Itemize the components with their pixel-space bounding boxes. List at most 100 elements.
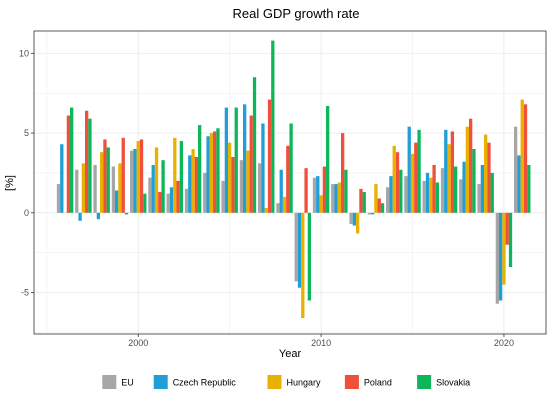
bar: [133, 149, 137, 213]
bar: [78, 212, 82, 221]
bar: [502, 212, 506, 285]
y-tick-label: -5: [21, 288, 29, 298]
bar: [517, 155, 521, 213]
bar: [399, 169, 403, 213]
bar: [349, 212, 353, 224]
bar: [304, 168, 308, 213]
bar: [316, 176, 320, 213]
bar: [480, 164, 485, 213]
bar: [371, 212, 375, 215]
bar: [279, 169, 283, 213]
bar: [334, 184, 338, 213]
bar: [495, 212, 500, 304]
bar: [359, 188, 363, 213]
bar: [243, 104, 247, 213]
bar: [499, 212, 503, 301]
bar: [130, 150, 134, 213]
bar: [93, 164, 97, 213]
bar: [70, 107, 74, 213]
bar: [224, 107, 229, 213]
bar: [179, 141, 184, 213]
bar: [282, 196, 287, 213]
bar: [514, 126, 518, 213]
bar: [276, 203, 280, 213]
bar: [484, 134, 488, 213]
bar: [459, 179, 463, 213]
bar: [337, 182, 342, 213]
bar: [188, 155, 192, 213]
y-axis-ticks: -5 0 5 10: [19, 48, 34, 298]
bar: [389, 176, 393, 213]
bar: [386, 187, 390, 213]
bar: [341, 133, 345, 213]
bar: [465, 126, 470, 213]
bar: [252, 77, 257, 213]
bar-layer: [56, 40, 531, 319]
bar: [523, 104, 528, 213]
bar: [440, 168, 445, 213]
bar: [462, 161, 466, 213]
bar: [477, 184, 481, 213]
bar: [286, 145, 290, 213]
x-tick-label: 2020: [494, 338, 514, 348]
bar: [331, 184, 335, 213]
bar: [198, 125, 202, 213]
bar: [326, 105, 330, 213]
bar: [151, 164, 155, 213]
bar: [422, 180, 426, 213]
bar: [136, 141, 140, 213]
bar: [173, 137, 177, 213]
bar: [66, 115, 71, 213]
bar: [271, 40, 275, 213]
bar: [111, 166, 116, 213]
bar: [75, 169, 79, 213]
bar: [450, 131, 455, 213]
bar: [85, 110, 89, 213]
bar: [472, 149, 476, 213]
bar: [444, 129, 448, 213]
chart-title: Real GDP growth rate: [233, 6, 360, 21]
bar: [344, 169, 348, 213]
legend-label: Slovakia: [436, 378, 470, 388]
y-axis-title: [%]: [4, 175, 16, 191]
bar: [362, 192, 366, 213]
bar: [258, 163, 262, 213]
bar: [395, 152, 400, 213]
x-axis-ticks: 2000 2010 2020: [128, 334, 514, 348]
bar: [161, 160, 165, 213]
bar: [206, 136, 210, 213]
bar: [221, 180, 225, 213]
legend-key: [102, 375, 117, 389]
legend-label: Hungary: [287, 378, 322, 388]
bar: [490, 172, 494, 213]
bar: [228, 142, 232, 213]
bar: [216, 128, 220, 213]
bar: [234, 107, 238, 213]
bar: [267, 99, 272, 213]
bar: [352, 212, 357, 226]
legend-label: EU: [121, 378, 134, 388]
bar: [143, 193, 147, 213]
bar: [103, 139, 107, 213]
bar: [203, 172, 207, 213]
bar: [392, 145, 396, 213]
legend-key: [153, 375, 168, 389]
bar: [124, 212, 129, 215]
bar: [404, 176, 408, 213]
bar: [374, 184, 378, 213]
bar: [297, 212, 302, 288]
bar: [454, 166, 458, 213]
bar: [410, 153, 415, 213]
bar: [294, 212, 298, 282]
bar: [81, 163, 86, 213]
bar: [118, 163, 122, 213]
bar: [166, 193, 170, 213]
bar: [231, 156, 235, 213]
bar: [169, 187, 174, 213]
bar: [115, 190, 119, 213]
bar: [184, 188, 189, 213]
bar: [148, 177, 152, 213]
bar: [307, 212, 312, 301]
bar: [60, 144, 64, 213]
bar: [213, 131, 217, 213]
